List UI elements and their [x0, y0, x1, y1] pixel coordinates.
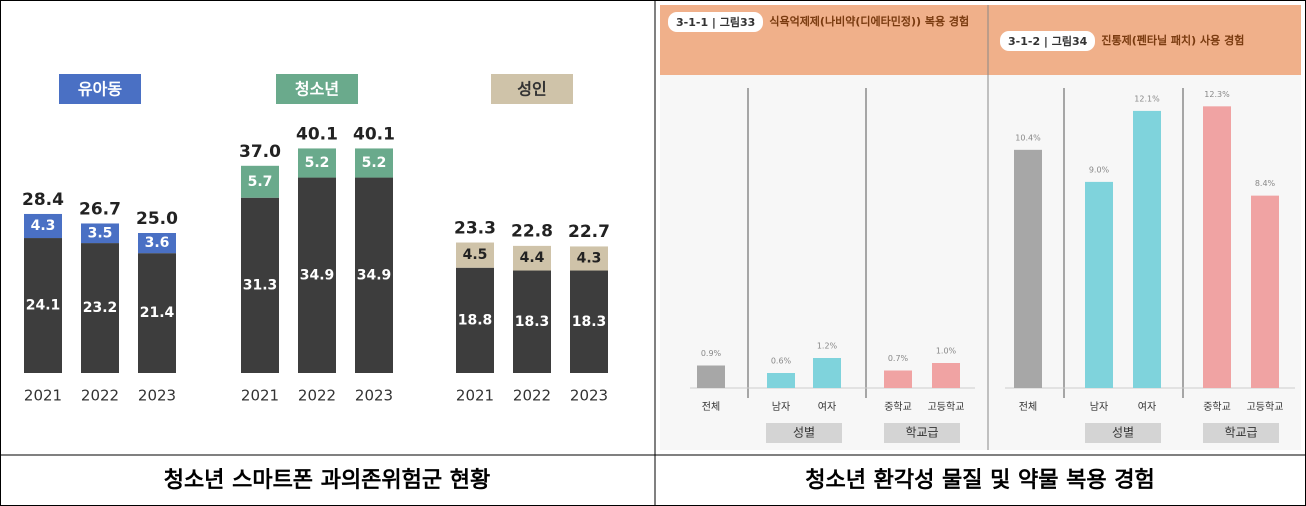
bar — [1133, 111, 1161, 388]
segment-label: 23.2 — [83, 300, 118, 316]
panel-heading: 3-1-1 | 그림33 식욕억제제(나비약(디에타민정)) 복용 경험 — [668, 12, 980, 70]
group-label: 성별 — [1112, 426, 1134, 440]
caption: 청소년 스마트폰 과의존위험군 현황 — [164, 467, 491, 493]
total-label: 26.7 — [79, 199, 121, 219]
x-tick-label: 2022 — [298, 387, 336, 405]
value-label: 1.2% — [817, 342, 838, 351]
total-label: 28.4 — [22, 190, 64, 210]
group-label: 청소년 — [295, 80, 339, 99]
segment-label: 18.3 — [572, 314, 607, 330]
total-label: 22.7 — [568, 222, 610, 242]
segment-label: 18.8 — [458, 312, 493, 328]
bar — [1014, 150, 1042, 388]
segment-label: 18.3 — [515, 314, 550, 330]
x-tick-label: 2023 — [570, 387, 608, 405]
figure-tag: 3-1-2 | 그림34 — [1000, 31, 1095, 51]
group-label: 유아동 — [78, 80, 122, 99]
x-tick-label: 전체 — [1019, 401, 1037, 413]
segment-label: 34.9 — [357, 267, 392, 283]
segment-label: 4.5 — [463, 247, 488, 263]
segment-label: 5.2 — [362, 155, 387, 171]
group-label: 학교급 — [905, 426, 938, 440]
value-label: 8.4% — [1255, 179, 1276, 188]
total-label: 40.1 — [296, 124, 338, 144]
value-label: 0.7% — [888, 354, 909, 363]
segment-label: 34.9 — [300, 267, 335, 283]
segment-label: 24.1 — [26, 298, 61, 314]
bar — [697, 366, 725, 389]
total-label: 22.8 — [511, 221, 553, 241]
bar — [767, 373, 795, 388]
panel-heading: 3-1-2 | 그림34 진통제(펜타닐 패치) 사용 경험 — [1000, 31, 1300, 89]
x-tick-label: 여자 — [1138, 401, 1156, 413]
x-tick-label: 2023 — [138, 387, 176, 405]
page: 청소년 스마트폰 과의존위험군 현황 청소년 환각성 물질 및 약물 복용 경험… — [0, 0, 1306, 506]
total-label: 40.1 — [353, 124, 395, 144]
panel-title: 진통제(펜타닐 패치) 사용 경험 — [1101, 31, 1244, 50]
value-label: 12.1% — [1134, 94, 1160, 103]
segment-label: 3.6 — [145, 235, 170, 251]
x-tick-label: 2022 — [81, 387, 119, 405]
x-tick-label: 고등학교 — [1247, 401, 1284, 413]
value-label: 1.0% — [936, 347, 957, 356]
panel-title: 식욕억제제(나비약(디에타민정)) 복용 경험 — [769, 12, 969, 31]
segment-label: 31.3 — [243, 277, 278, 293]
x-tick-label: 2023 — [355, 387, 393, 405]
figure-tag: 3-1-1 | 그림33 — [668, 12, 763, 32]
value-label: 0.6% — [771, 357, 792, 366]
segment-label: 5.2 — [305, 155, 330, 171]
x-tick-label: 고등학교 — [928, 401, 965, 413]
bar — [932, 363, 960, 388]
bar — [884, 371, 912, 389]
x-tick-label: 2021 — [241, 387, 279, 405]
bar — [813, 358, 841, 388]
x-tick-label: 전체 — [702, 401, 720, 413]
segment-label: 4.3 — [31, 218, 56, 234]
group-label: 성별 — [793, 426, 815, 440]
segment-label: 4.3 — [577, 250, 602, 266]
group-label: 학교급 — [1224, 426, 1257, 440]
segment-label: 5.7 — [248, 174, 273, 190]
x-tick-label: 2021 — [24, 387, 62, 405]
x-tick-label: 2021 — [456, 387, 494, 405]
total-label: 37.0 — [239, 142, 281, 162]
x-tick-label: 남자 — [1090, 401, 1108, 413]
segment-label: 21.4 — [140, 305, 175, 321]
x-tick-label: 중학교 — [1203, 401, 1231, 413]
x-tick-label: 중학교 — [884, 401, 912, 413]
x-tick-label: 2022 — [513, 387, 551, 405]
group-label: 성인 — [517, 80, 546, 99]
x-tick-label: 남자 — [772, 401, 790, 413]
value-label: 0.9% — [701, 349, 722, 358]
total-label: 23.3 — [454, 219, 496, 239]
segment-label: 3.5 — [88, 225, 113, 241]
value-label: 10.4% — [1015, 133, 1041, 142]
value-label: 12.3% — [1204, 90, 1230, 99]
bar — [1085, 182, 1113, 388]
bar — [1203, 106, 1231, 388]
total-label: 25.0 — [136, 209, 178, 229]
caption: 청소년 환각성 물질 및 약물 복용 경험 — [805, 467, 1155, 493]
bar — [1251, 196, 1279, 388]
value-label: 9.0% — [1089, 165, 1110, 174]
segment-label: 4.4 — [520, 250, 545, 266]
x-tick-label: 여자 — [818, 401, 836, 413]
